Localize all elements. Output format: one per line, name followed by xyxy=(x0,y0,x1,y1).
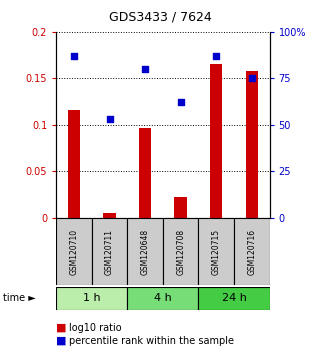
Text: 24 h: 24 h xyxy=(221,293,247,303)
Text: ■: ■ xyxy=(56,323,67,333)
Text: GSM120716: GSM120716 xyxy=(247,229,256,275)
Text: log10 ratio: log10 ratio xyxy=(69,323,122,333)
Text: GSM120648: GSM120648 xyxy=(141,229,150,275)
Bar xyxy=(175,197,187,218)
Text: 4 h: 4 h xyxy=(154,293,172,303)
Bar xyxy=(56,218,92,285)
Point xyxy=(107,116,112,122)
Bar xyxy=(198,287,270,310)
Bar xyxy=(234,218,270,285)
Text: GSM120711: GSM120711 xyxy=(105,229,114,275)
Bar xyxy=(198,218,234,285)
Bar xyxy=(139,127,151,218)
Point xyxy=(249,75,255,81)
Text: 1 h: 1 h xyxy=(83,293,100,303)
Bar xyxy=(127,287,198,310)
Point xyxy=(178,100,183,105)
Text: GDS3433 / 7624: GDS3433 / 7624 xyxy=(109,11,212,24)
Text: time ►: time ► xyxy=(3,293,36,303)
Point xyxy=(214,53,219,59)
Text: ■: ■ xyxy=(56,336,67,346)
Bar xyxy=(127,218,163,285)
Bar xyxy=(210,64,222,218)
Bar xyxy=(246,71,258,218)
Bar xyxy=(163,218,198,285)
Text: GSM120710: GSM120710 xyxy=(69,229,78,275)
Text: GSM120715: GSM120715 xyxy=(212,229,221,275)
Bar xyxy=(92,218,127,285)
Point xyxy=(143,66,148,72)
Point xyxy=(71,53,76,59)
Bar xyxy=(56,287,127,310)
Bar xyxy=(103,213,116,218)
Bar xyxy=(68,110,80,218)
Text: percentile rank within the sample: percentile rank within the sample xyxy=(69,336,234,346)
Text: GSM120708: GSM120708 xyxy=(176,229,185,275)
